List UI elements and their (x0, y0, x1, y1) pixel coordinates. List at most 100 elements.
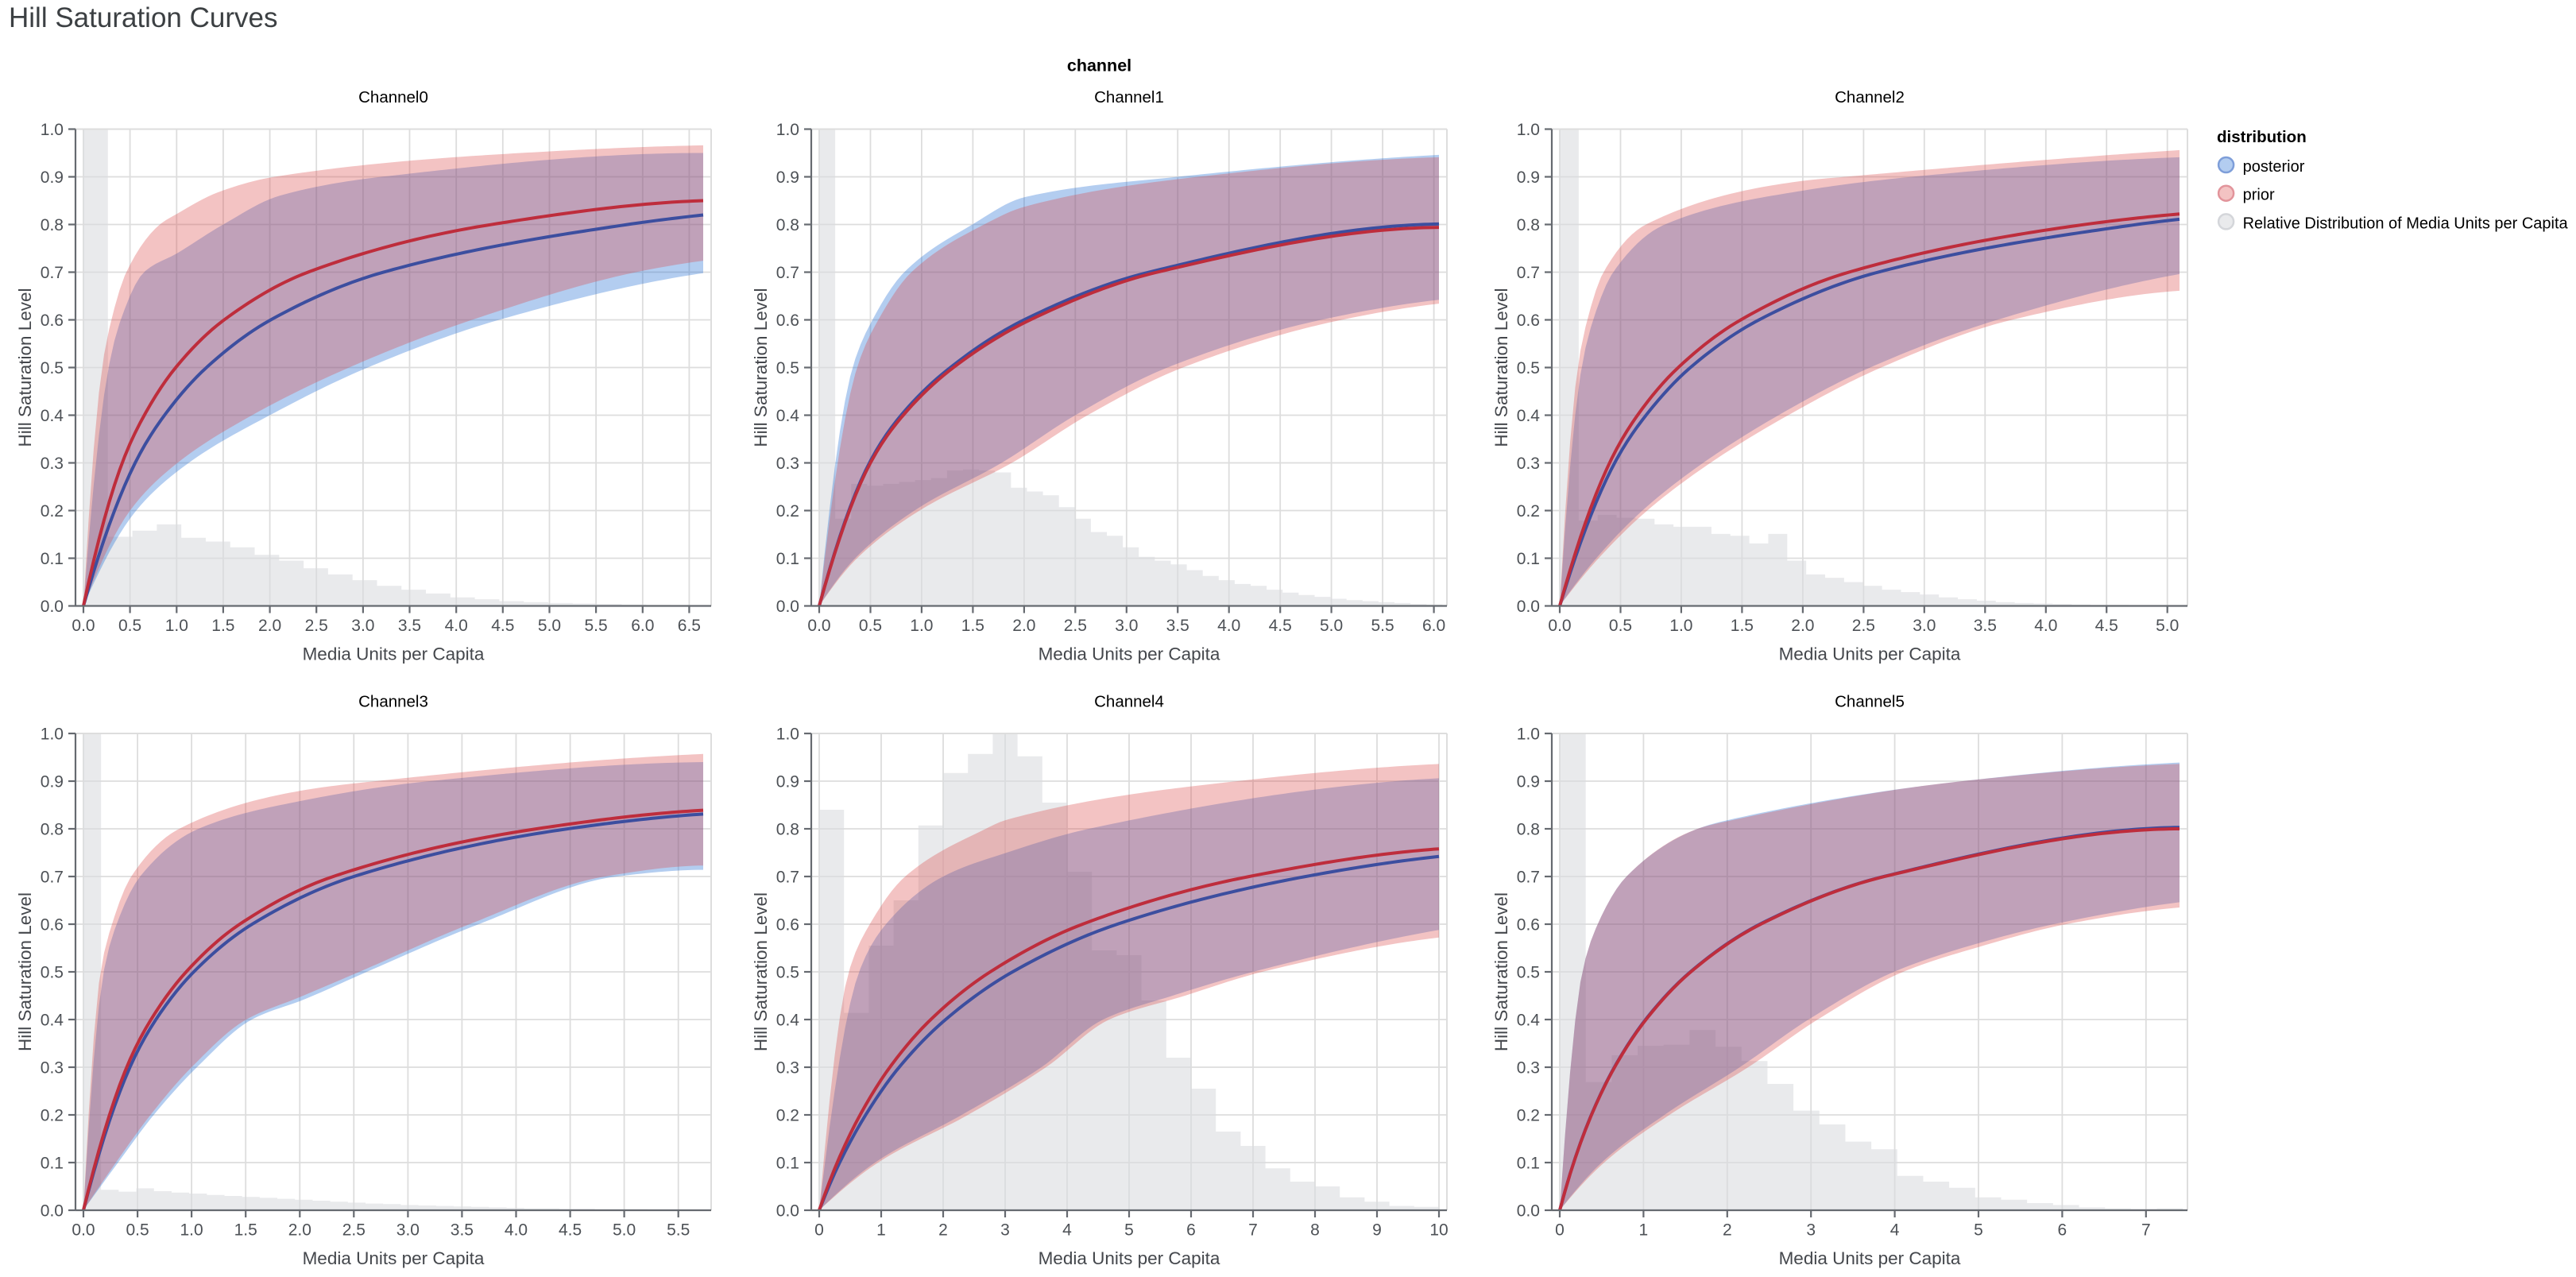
svg-text:1.5: 1.5 (1731, 617, 1754, 635)
svg-text:2.5: 2.5 (1064, 617, 1087, 635)
svg-text:0.8: 0.8 (776, 216, 799, 234)
svg-text:Relative Distribution of Media: Relative Distribution of Media Units per… (2243, 215, 2569, 232)
svg-text:3.0: 3.0 (396, 1221, 420, 1240)
svg-text:0.3: 0.3 (776, 455, 799, 473)
svg-text:0.0: 0.0 (1517, 598, 1540, 616)
svg-text:1.0: 1.0 (776, 121, 799, 139)
svg-text:4: 4 (1890, 1221, 1900, 1240)
svg-text:0.5: 0.5 (118, 617, 141, 635)
svg-text:0.3: 0.3 (776, 1059, 799, 1078)
svg-text:channel: channel (1067, 56, 1131, 75)
svg-text:2.0: 2.0 (1012, 617, 1035, 635)
svg-text:0.0: 0.0 (776, 1202, 799, 1221)
svg-text:0.1: 0.1 (776, 550, 799, 568)
svg-text:Hill Saturation Level: Hill Saturation Level (1491, 288, 1511, 447)
svg-text:Channel1: Channel1 (1094, 88, 1164, 106)
svg-text:0.8: 0.8 (41, 216, 64, 234)
svg-text:3.5: 3.5 (1974, 617, 1997, 635)
svg-text:0.3: 0.3 (1517, 455, 1540, 473)
svg-text:6: 6 (2058, 1221, 2067, 1240)
svg-text:0.5: 0.5 (1517, 359, 1540, 377)
svg-text:0.7: 0.7 (776, 869, 799, 887)
svg-text:5.0: 5.0 (2156, 617, 2179, 635)
svg-text:0.2: 0.2 (776, 1107, 799, 1125)
svg-text:6.0: 6.0 (631, 617, 654, 635)
svg-text:distribution: distribution (2217, 128, 2307, 146)
svg-text:6.0: 6.0 (1422, 617, 1445, 635)
svg-text:0.9: 0.9 (1517, 773, 1540, 791)
svg-text:1.0: 1.0 (41, 121, 64, 139)
svg-text:0.4: 0.4 (1517, 1012, 1541, 1030)
svg-text:Media Units per Capita: Media Units per Capita (1039, 1248, 1220, 1268)
svg-text:1.0: 1.0 (1517, 121, 1540, 139)
svg-text:0.2: 0.2 (776, 502, 799, 520)
svg-text:1.0: 1.0 (1517, 726, 1540, 744)
svg-text:0.6: 0.6 (1517, 312, 1540, 330)
svg-text:0.9: 0.9 (776, 168, 799, 187)
svg-text:0.5: 0.5 (1517, 964, 1540, 982)
svg-text:1.0: 1.0 (165, 617, 188, 635)
svg-text:0.4: 0.4 (1517, 407, 1541, 425)
svg-text:5.0: 5.0 (1320, 617, 1343, 635)
svg-text:1.0: 1.0 (1669, 617, 1692, 635)
svg-text:1: 1 (876, 1221, 886, 1240)
svg-text:0.6: 0.6 (776, 916, 799, 935)
svg-text:0.1: 0.1 (41, 1155, 64, 1173)
svg-text:8: 8 (1310, 1221, 1320, 1240)
svg-text:0.1: 0.1 (776, 1155, 799, 1173)
svg-text:2: 2 (1723, 1221, 1732, 1240)
svg-text:4.5: 4.5 (1269, 617, 1292, 635)
svg-text:9: 9 (1372, 1221, 1382, 1240)
svg-text:2: 2 (938, 1221, 948, 1240)
svg-text:0.4: 0.4 (776, 1012, 800, 1030)
svg-text:0.2: 0.2 (41, 1107, 64, 1125)
svg-text:2.5: 2.5 (1852, 617, 1875, 635)
svg-text:0.0: 0.0 (1548, 617, 1571, 635)
svg-text:0.7: 0.7 (41, 869, 64, 887)
svg-text:0.0: 0.0 (41, 598, 64, 616)
svg-text:Media Units per Capita: Media Units per Capita (1039, 644, 1220, 664)
svg-text:Channel5: Channel5 (1835, 693, 1905, 711)
svg-text:2.0: 2.0 (1791, 617, 1814, 635)
svg-text:1.5: 1.5 (234, 1221, 257, 1240)
svg-text:0.3: 0.3 (41, 455, 64, 473)
svg-text:5: 5 (1124, 1221, 1134, 1240)
svg-text:0.3: 0.3 (1517, 1059, 1540, 1078)
svg-text:5.5: 5.5 (584, 617, 607, 635)
svg-text:0.9: 0.9 (41, 773, 64, 791)
svg-text:7: 7 (2141, 1221, 2151, 1240)
svg-text:Media Units per Capita: Media Units per Capita (303, 644, 485, 664)
svg-text:Hill Saturation Level: Hill Saturation Level (751, 892, 771, 1051)
svg-text:1.0: 1.0 (776, 726, 799, 744)
svg-text:3.0: 3.0 (351, 617, 374, 635)
svg-text:4.0: 4.0 (445, 617, 468, 635)
svg-text:4.0: 4.0 (1217, 617, 1240, 635)
svg-text:Channel3: Channel3 (358, 693, 428, 711)
svg-text:2.0: 2.0 (258, 617, 281, 635)
svg-text:1.5: 1.5 (961, 617, 984, 635)
svg-text:1.0: 1.0 (910, 617, 933, 635)
svg-text:Channel0: Channel0 (358, 88, 428, 106)
svg-text:0.7: 0.7 (1517, 869, 1540, 887)
svg-text:0.4: 0.4 (776, 407, 800, 425)
svg-text:0.0: 0.0 (41, 1202, 64, 1221)
svg-text:0.5: 0.5 (1609, 617, 1632, 635)
svg-text:3.5: 3.5 (1166, 617, 1189, 635)
svg-text:3.5: 3.5 (451, 1221, 474, 1240)
svg-text:10: 10 (1429, 1221, 1448, 1240)
svg-text:Channel2: Channel2 (1835, 88, 1905, 106)
svg-text:0: 0 (1555, 1221, 1565, 1240)
svg-text:2.0: 2.0 (288, 1221, 311, 1240)
svg-text:0.3: 0.3 (41, 1059, 64, 1078)
svg-text:0.2: 0.2 (41, 502, 64, 520)
svg-text:0.7: 0.7 (41, 264, 64, 282)
svg-text:0.5: 0.5 (859, 617, 882, 635)
svg-text:0.6: 0.6 (41, 312, 64, 330)
svg-text:0.6: 0.6 (776, 312, 799, 330)
svg-text:0.5: 0.5 (41, 359, 64, 377)
svg-text:0.7: 0.7 (776, 264, 799, 282)
svg-text:0.7: 0.7 (1517, 264, 1540, 282)
svg-text:0.9: 0.9 (41, 168, 64, 187)
svg-text:0.4: 0.4 (41, 1012, 64, 1030)
svg-text:2.5: 2.5 (342, 1221, 366, 1240)
